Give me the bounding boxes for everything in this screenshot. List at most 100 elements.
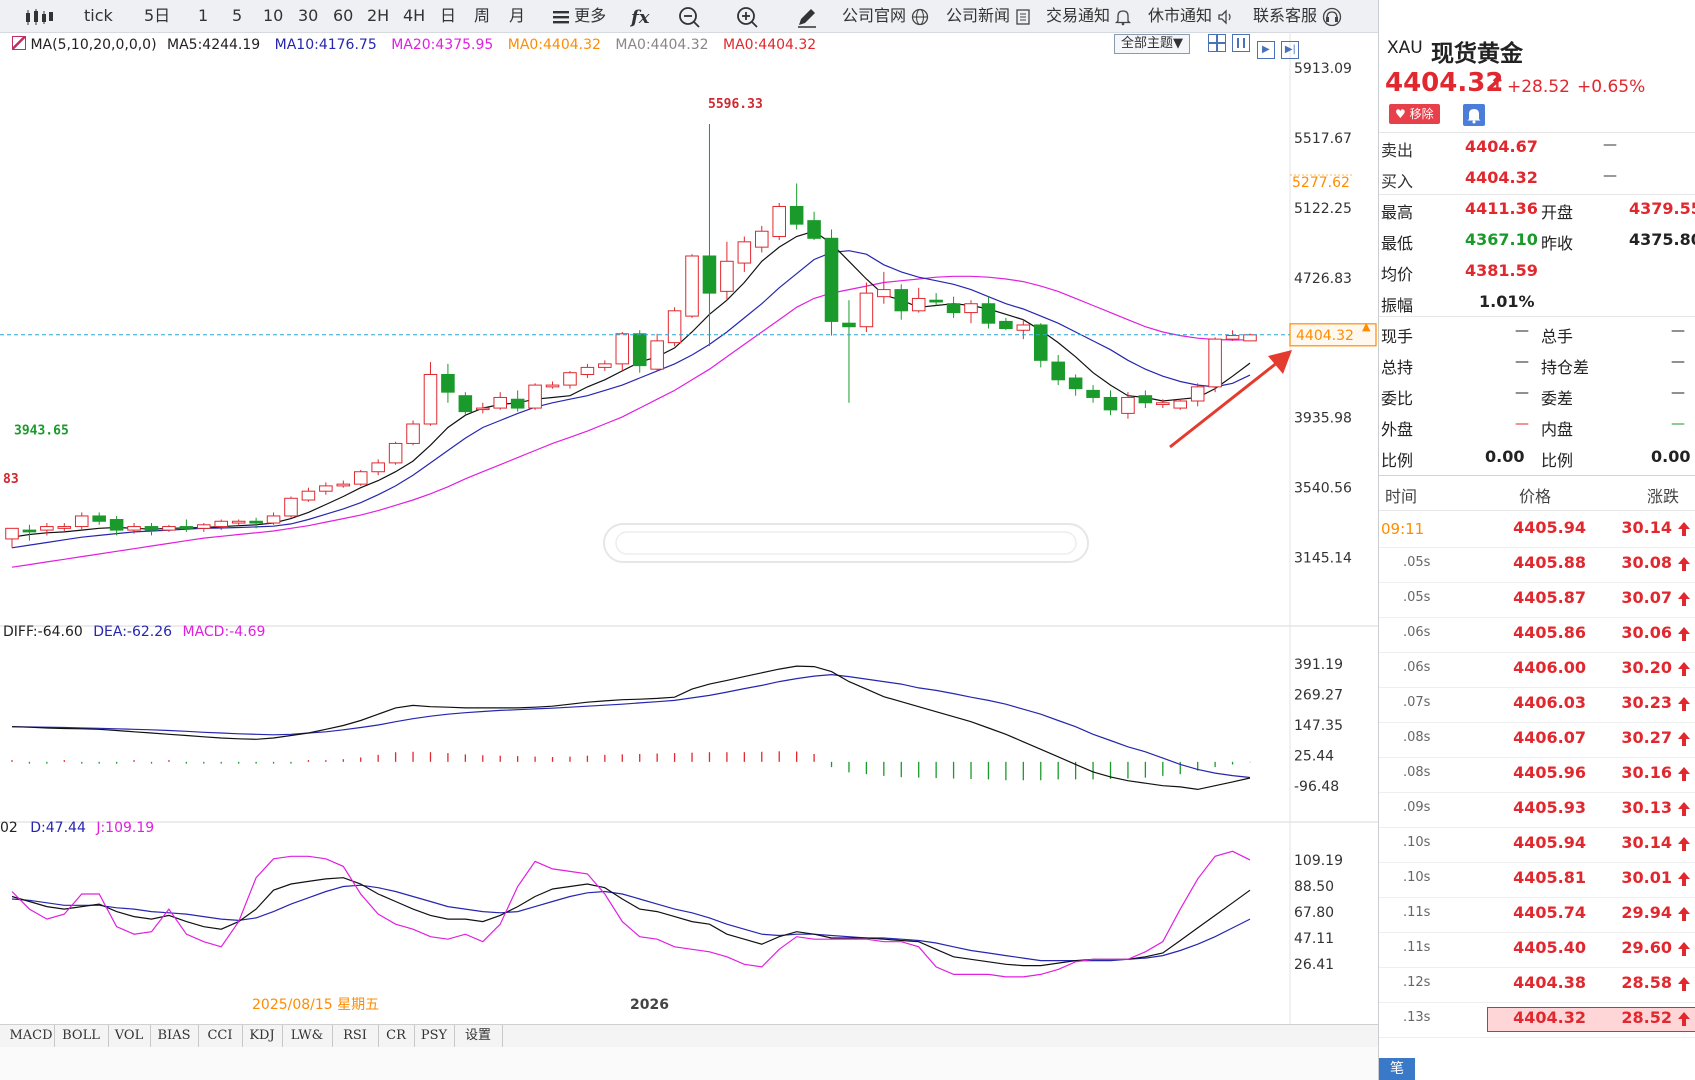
candle-body	[789, 205, 804, 225]
tick-up-arrow-icon	[1677, 661, 1691, 677]
tick-price: 4405.74	[1513, 903, 1586, 922]
candle-body	[667, 310, 682, 344]
last-price: 4404.32	[1385, 68, 1504, 98]
period-button-1[interactable]: 1	[198, 6, 209, 25]
period-tick-button[interactable]: tick	[84, 6, 113, 25]
candle-body	[493, 396, 508, 409]
zoom-in-icon[interactable]	[736, 4, 760, 28]
candle-style-icon[interactable]	[24, 4, 54, 28]
tab-vol[interactable]: VOL	[108, 1025, 151, 1047]
trade-notice-link[interactable]: 交易通知	[1046, 4, 1132, 28]
tab-settings[interactable]: 设置	[454, 1025, 503, 1047]
tick-change: 30.01	[1621, 868, 1672, 887]
layout-next-icon[interactable]: ▶|	[1281, 41, 1300, 59]
macd-axis-label: 269.27	[1294, 687, 1343, 703]
candle-body	[231, 520, 246, 524]
candle-body	[22, 529, 37, 533]
tab-cr[interactable]: CR	[378, 1025, 415, 1047]
tick-change: 28.58	[1621, 973, 1672, 992]
low-label: 最低	[1381, 234, 1414, 253]
customer-service-link[interactable]: 联系客服	[1253, 4, 1342, 28]
formula-icon[interactable]: fx	[629, 4, 654, 28]
price-axis-label: 5517.67	[1294, 131, 1352, 147]
tick-row: .13s 4404.32 28.52	[1379, 1002, 1695, 1038]
layout-grid-icon[interactable]	[1208, 34, 1226, 52]
tab-lw[interactable]: LW&	[282, 1025, 333, 1047]
period-button-week[interactable]: 周	[474, 6, 491, 25]
candle-body	[1051, 361, 1065, 381]
tick-price: 4405.94	[1513, 518, 1586, 537]
price-axis-label: 3540.56	[1294, 481, 1352, 497]
tick-row: .11s 4405.40 29.60	[1379, 932, 1695, 968]
period-button-4h[interactable]: 4H	[403, 6, 426, 25]
customer-service-label: 联系客服	[1253, 6, 1318, 25]
tab-kdj[interactable]: KDJ	[242, 1025, 283, 1047]
ticks-change-header: 涨跌	[1647, 487, 1680, 506]
tick-change: 30.07	[1621, 588, 1672, 607]
candle-body	[284, 497, 298, 517]
diff-value: DIFF:-64.60	[3, 624, 83, 640]
open-interest-label: 总持	[1381, 358, 1414, 377]
layout-buttons: ▶ ▶|	[1208, 34, 1300, 59]
kline-chart[interactable]: 5913.09 5517.67 5122.25 4726.83 3935.98 3540.…	[0, 32, 1378, 1024]
sell-volume: —	[1603, 137, 1617, 153]
menu-icon	[553, 6, 569, 25]
k-value: 02	[0, 820, 18, 836]
dea-line	[11, 673, 1251, 779]
layout-play-icon[interactable]: ▶	[1256, 41, 1275, 59]
market-closed-notice-link[interactable]: 休市通知	[1148, 4, 1235, 28]
alert-button[interactable]	[1463, 104, 1485, 126]
candle-body	[1016, 324, 1031, 331]
candle-body	[1173, 400, 1188, 409]
alert-bell-icon	[1467, 109, 1481, 124]
theme-dropdown[interactable]: 全部主题▼	[1114, 34, 1190, 54]
tick-price: 4405.40	[1513, 938, 1586, 957]
tab-cci[interactable]: CCI	[198, 1025, 243, 1047]
tick-up-arrow-icon	[1677, 521, 1691, 537]
more-button[interactable]: 更多	[553, 4, 606, 28]
tick-row: 09:11 4405.94 30.14	[1379, 512, 1695, 548]
period-button-10[interactable]: 10	[263, 6, 284, 25]
diff-line	[11, 665, 1251, 791]
company-site-link[interactable]: 公司官网	[842, 4, 929, 28]
draw-pen-icon[interactable]	[796, 4, 818, 28]
outer-label: 外盘	[1381, 420, 1414, 439]
candle-body	[894, 289, 909, 312]
tick-price: 4405.88	[1513, 553, 1586, 572]
period-button-month[interactable]: 月	[509, 6, 526, 25]
candle-body	[92, 515, 106, 522]
layout-columns-icon[interactable]	[1232, 34, 1251, 52]
tick-change: 30.13	[1621, 798, 1672, 817]
period-button-30[interactable]: 30	[298, 6, 319, 25]
tick-time: 09:11	[1381, 520, 1425, 538]
ratio2-label: 比例	[1541, 451, 1574, 470]
period-button-5d[interactable]: 5日	[144, 6, 171, 25]
tick-change: 30.27	[1621, 728, 1672, 747]
tab-rsi[interactable]: RSI	[332, 1025, 379, 1047]
period-button-2h[interactable]: 2H	[367, 6, 390, 25]
remove-watchlist-button[interactable]: ♥ 移除	[1389, 104, 1440, 124]
tab-psy[interactable]: PSY	[414, 1025, 455, 1047]
tab-macd[interactable]: MACD	[8, 1025, 55, 1047]
period-button-day[interactable]: 日	[440, 6, 457, 25]
candle-body	[545, 384, 560, 388]
ma-settings-icon[interactable]	[12, 36, 26, 50]
kline-chart-svg[interactable]: 5913.09 5517.67 5122.25 4726.83 3935.98 3540.…	[0, 32, 1378, 1024]
tab-boll[interactable]: BOLL	[54, 1025, 109, 1047]
company-news-link[interactable]: 公司新闻	[946, 4, 1031, 28]
year-label: 2026	[630, 997, 669, 1013]
candle-body	[999, 320, 1013, 329]
svg-text:fx: fx	[630, 7, 650, 28]
amplitude-label: 振幅	[1381, 296, 1414, 315]
candle-body	[510, 398, 525, 409]
last-price-up-indicator: ▲	[1362, 320, 1371, 333]
period-button-5[interactable]: 5	[232, 6, 243, 25]
company-site-label: 公司官网	[842, 6, 907, 25]
tab-bias[interactable]: BIAS	[150, 1025, 199, 1047]
zoom-out-icon[interactable]	[678, 4, 702, 28]
candle-body	[1225, 335, 1240, 340]
macd-axis-label: 147.35	[1294, 718, 1343, 734]
period-button-60[interactable]: 60	[333, 6, 354, 25]
tick-mode-button[interactable]: 笔	[1379, 1058, 1415, 1080]
news-icon	[1015, 6, 1031, 25]
